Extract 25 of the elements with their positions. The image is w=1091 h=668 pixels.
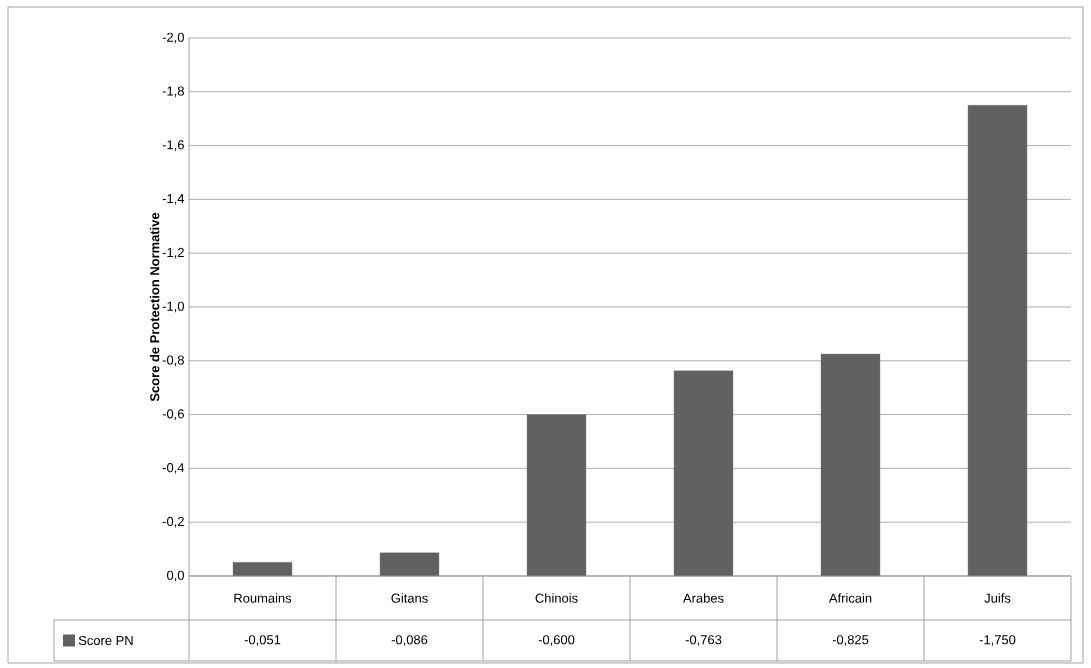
x-tick-label: Africain <box>828 593 872 603</box>
data-label: -0,825 <box>832 635 869 646</box>
y-tick-label: 0,0 <box>166 570 184 582</box>
y-tick-label: -0,2 <box>162 516 184 528</box>
x-tick-label: Chinois <box>535 593 578 603</box>
data-label: -0,051 <box>244 635 281 646</box>
y-tick-label: -0,4 <box>162 463 185 474</box>
y-tick-label: -1,6 <box>162 140 184 151</box>
y-tick-label: -0,8 <box>162 355 184 367</box>
legend-label: Score PN <box>78 635 133 646</box>
data-label: -0,600 <box>538 635 575 646</box>
y-tick-label: -1,8 <box>162 86 184 98</box>
data-label: -0,086 <box>391 635 428 646</box>
data-label: -1,750 <box>979 635 1016 646</box>
y-tick-label: -1,0 <box>162 301 184 313</box>
x-tick-label: Juifs <box>984 593 1011 603</box>
y-tick-label: -1,2 <box>162 247 184 259</box>
y-tick-label: -2,0 <box>162 32 184 44</box>
y-tick-label: -0,6 <box>162 409 184 420</box>
y-axis-title: Score de Protection Normative <box>149 212 160 402</box>
x-tick-label: Gitans <box>391 593 428 603</box>
data-label: -0,763 <box>685 635 722 646</box>
x-tick-label: Arabes <box>683 593 724 603</box>
x-tick-label: Roumains <box>234 593 292 603</box>
y-tick-label: -1,4 <box>162 194 185 205</box>
